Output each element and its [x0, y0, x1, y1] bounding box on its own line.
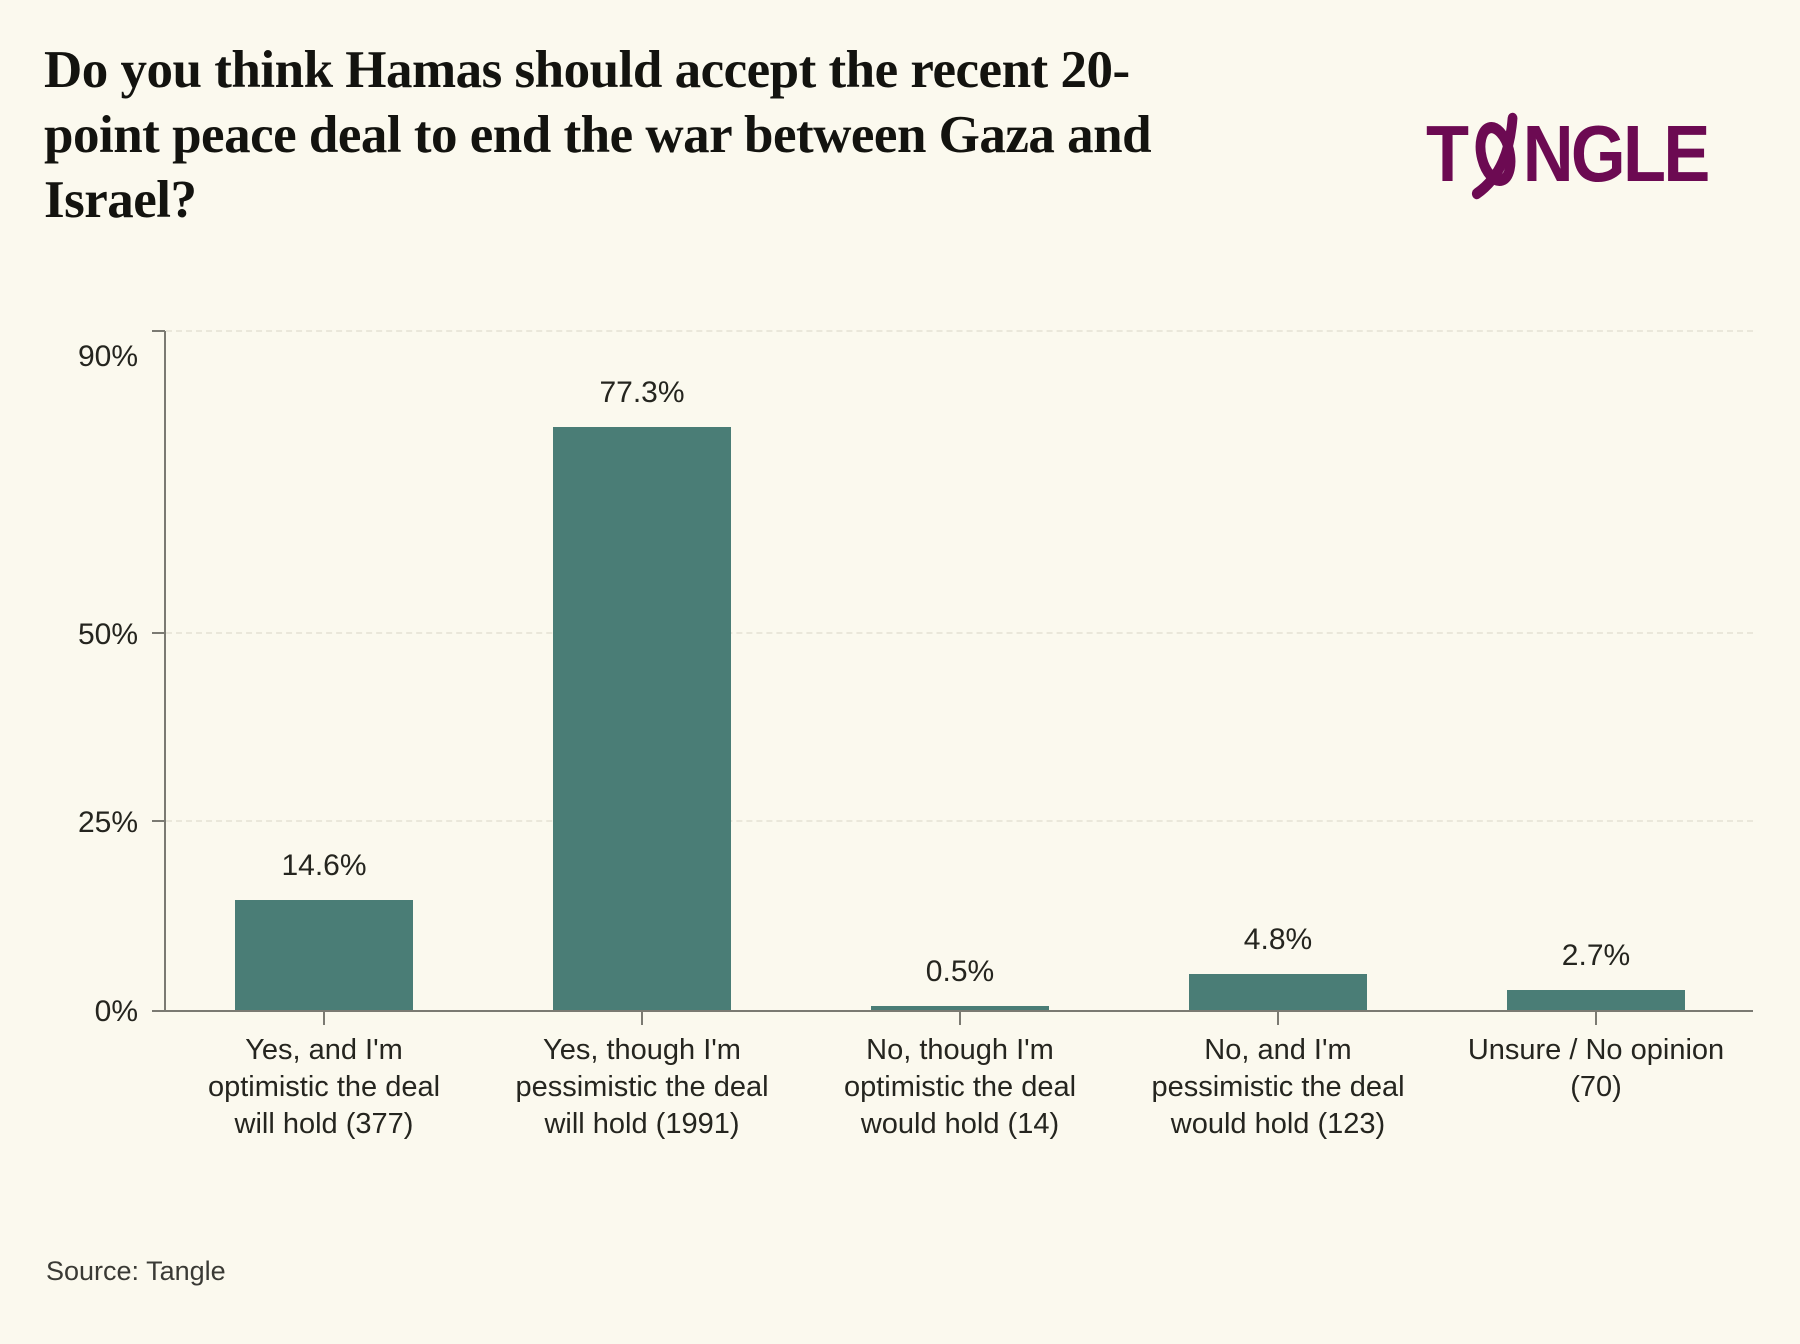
- gridline-25%: [166, 820, 1753, 823]
- bar-3: [871, 1006, 1049, 1010]
- category-label-1: Yes, and I'm optimistic the deal will hold…: [207, 1034, 441, 1140]
- y-axis-label-90%: 90%: [77, 340, 138, 373]
- bar-5: [1507, 989, 1685, 1010]
- category-label-3: No, though I'm optimistic the deal would h…: [843, 1034, 1077, 1140]
- category-label-5: Unsure / No opinion (70): [1467, 1034, 1725, 1103]
- y-tick-50%: [152, 631, 165, 634]
- title-line-3: Israel?: [44, 171, 197, 229]
- bar-value-1: 14.6%: [281, 848, 367, 882]
- logo-letter-t: T: [1426, 109, 1469, 198]
- logo-letters-ngle: NGLE: [1522, 109, 1711, 198]
- bar-value-4: 4.8%: [1243, 922, 1313, 956]
- y-axis-label-25%: 25%: [77, 806, 138, 840]
- x-tick-1: [323, 1012, 325, 1025]
- tangle-logo: T NGLE: [1426, 109, 1711, 202]
- bar-1: [235, 899, 413, 1010]
- y-axis-label-0%: 0%: [94, 995, 138, 1028]
- page-title: Do you think Hamas should accept the rec…: [44, 38, 1224, 233]
- y-tick-25%: [152, 820, 165, 823]
- source-credit: Source: Tangle: [46, 1256, 226, 1286]
- x-tick-3: [959, 1012, 961, 1025]
- gridline-90%: [166, 330, 1753, 332]
- bar-value-5: 2.7%: [1561, 938, 1631, 972]
- gridline-50%: [166, 631, 1753, 634]
- tangle-a-icon: [1471, 112, 1518, 200]
- y-tick-90%: [152, 330, 165, 332]
- category-label-2: Yes, though I'm pessimistic the deal will …: [515, 1034, 769, 1140]
- x-tick-5: [1595, 1012, 1597, 1025]
- title-line-1: Do you think Hamas should accept the rec…: [44, 41, 1130, 99]
- bar-value-3: 0.5%: [925, 955, 995, 989]
- y-axis-line: [164, 331, 166, 1012]
- x-axis-line: [152, 1010, 1753, 1012]
- bar-4: [1189, 973, 1367, 1010]
- category-label-4: No, and I'm pessimistic the deal would hol…: [1151, 1034, 1405, 1140]
- bar-2: [553, 426, 731, 1010]
- x-tick-2: [641, 1012, 643, 1025]
- x-tick-4: [1277, 1012, 1279, 1025]
- y-axis-label-50%: 50%: [77, 617, 138, 651]
- bar-value-2: 77.3%: [599, 375, 685, 409]
- title-line-2: point peace deal to end the war between …: [44, 106, 1152, 164]
